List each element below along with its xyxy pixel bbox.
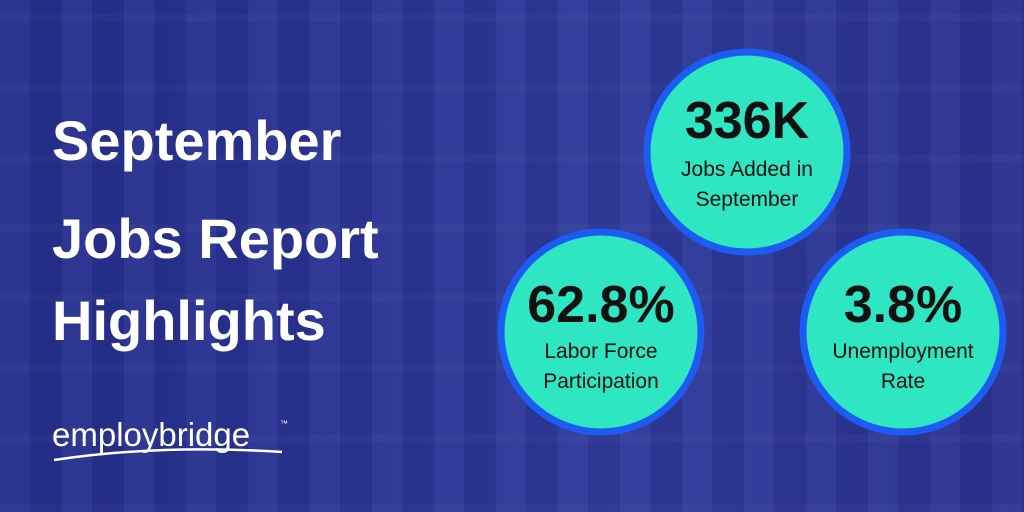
logo: employbridge ™	[52, 416, 288, 462]
stat-label: Labor Force	[544, 340, 657, 363]
stat-circle: 336K Jobs Added in September	[643, 48, 851, 256]
stat-label: Jobs Added in	[681, 158, 813, 181]
logo-swoosh	[53, 448, 283, 462]
circle	[643, 48, 851, 256]
logo-mark: ™	[280, 419, 288, 428]
stat-label: Participation	[543, 370, 659, 393]
stat-circle: 3.8% Unemployment Rate	[799, 228, 1007, 436]
circle	[799, 228, 1007, 436]
title-line: September	[52, 109, 341, 172]
title-line: Jobs Report	[52, 207, 379, 270]
stat-value: 3.8%	[844, 276, 963, 334]
stat-circle: 62.8% Labor Force Participation	[497, 228, 705, 436]
logo-text: employbridge	[52, 416, 250, 453]
stat-value: 62.8%	[527, 276, 674, 334]
stat-label: Unemployment	[832, 340, 973, 363]
stat-label: September	[696, 188, 799, 211]
circle	[497, 228, 705, 436]
stat-label: Rate	[881, 370, 925, 393]
title-line: Highlights	[52, 289, 326, 352]
stat-value: 336K	[685, 92, 810, 150]
